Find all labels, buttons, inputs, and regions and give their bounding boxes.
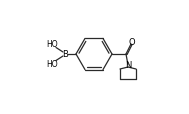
Text: HO: HO (46, 40, 58, 49)
Text: B: B (62, 50, 68, 59)
Text: O: O (129, 38, 135, 47)
Text: N: N (125, 61, 131, 70)
Text: HO: HO (46, 60, 58, 69)
